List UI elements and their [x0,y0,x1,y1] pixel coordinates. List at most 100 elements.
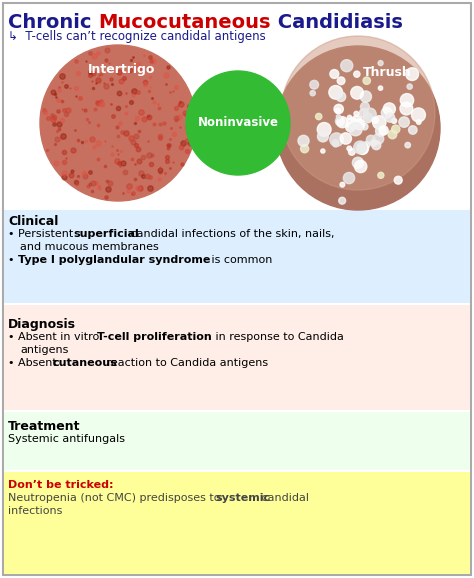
Circle shape [310,91,315,96]
Circle shape [354,119,365,130]
Circle shape [375,126,386,136]
Circle shape [360,102,369,111]
Circle shape [363,142,370,149]
Circle shape [343,172,355,184]
Circle shape [411,108,426,122]
Circle shape [394,176,402,184]
Circle shape [346,123,355,132]
Circle shape [347,146,352,151]
FancyBboxPatch shape [4,210,470,303]
Text: Type I polyglandular syndrome: Type I polyglandular syndrome [18,255,210,265]
Circle shape [378,86,383,90]
Circle shape [340,182,345,187]
FancyBboxPatch shape [4,305,470,410]
Text: Intertrigo: Intertrigo [88,63,155,76]
Circle shape [354,112,359,116]
Circle shape [347,115,352,120]
Text: •: • [8,255,18,265]
Circle shape [364,108,376,121]
Circle shape [409,126,417,134]
Text: ↳  T-cells can’t recognize candidal antigens: ↳ T-cells can’t recognize candidal antig… [8,30,266,43]
Circle shape [337,114,340,119]
Text: Systemic antifungals: Systemic antifungals [8,434,125,444]
Circle shape [337,77,345,84]
Circle shape [354,141,366,154]
Circle shape [349,123,362,136]
Text: Candidiasis: Candidiasis [271,13,402,32]
Circle shape [417,120,421,124]
Circle shape [372,117,378,123]
Circle shape [354,71,360,77]
Circle shape [401,94,414,107]
Circle shape [361,123,368,130]
Text: candidal infections of the skin, nails,: candidal infections of the skin, nails, [127,229,335,239]
Circle shape [355,160,367,173]
Circle shape [383,113,388,117]
Text: Chronic: Chronic [8,13,98,32]
Circle shape [372,140,381,150]
Text: infections: infections [8,506,63,516]
FancyBboxPatch shape [3,3,471,575]
Circle shape [378,172,384,179]
Circle shape [336,117,344,126]
Text: Noninvasive: Noninvasive [198,117,279,129]
Circle shape [330,133,343,146]
Circle shape [363,113,373,123]
Text: in response to Candida: in response to Candida [212,332,344,342]
Circle shape [351,116,362,127]
Circle shape [318,131,328,142]
Text: systemic: systemic [215,493,270,503]
Circle shape [406,68,419,80]
Circle shape [330,69,339,79]
Circle shape [370,140,376,146]
Text: candidal: candidal [258,493,309,503]
Circle shape [348,149,355,155]
Circle shape [276,46,440,210]
Text: T-cell proliferation: T-cell proliferation [97,332,212,342]
Circle shape [337,117,348,128]
Circle shape [378,61,383,66]
Circle shape [40,45,196,201]
Circle shape [339,197,346,204]
Circle shape [356,142,368,154]
Circle shape [388,130,397,139]
Circle shape [340,133,352,144]
Text: Don’t be tricked:: Don’t be tricked: [8,480,113,490]
Text: • Absent: • Absent [8,358,60,368]
Text: Diagnosis: Diagnosis [8,318,76,331]
Circle shape [334,104,343,114]
Text: cutaneous: cutaneous [53,358,118,368]
Circle shape [359,109,368,118]
Text: antigens: antigens [20,345,68,355]
Circle shape [383,103,395,115]
Circle shape [379,126,388,135]
Circle shape [352,157,364,168]
Circle shape [333,141,338,147]
Circle shape [281,36,435,190]
Text: is common: is common [208,255,273,265]
Circle shape [317,123,331,136]
Circle shape [357,144,368,154]
Text: superficial: superficial [73,229,139,239]
Circle shape [381,108,392,118]
Circle shape [346,118,358,129]
Circle shape [329,86,343,99]
FancyBboxPatch shape [4,472,470,574]
Circle shape [366,135,375,144]
Circle shape [341,60,353,72]
Circle shape [373,116,386,129]
Circle shape [298,135,309,146]
Circle shape [316,113,322,120]
Circle shape [400,102,413,115]
Circle shape [332,139,338,146]
Text: Treatment: Treatment [8,420,81,433]
Text: Thrush: Thrush [363,66,412,79]
Circle shape [385,113,395,122]
Circle shape [336,108,340,113]
Circle shape [392,125,400,134]
Circle shape [360,91,372,102]
Circle shape [310,80,319,89]
Text: reaction to Candida antigens: reaction to Candida antigens [103,358,268,368]
Text: • Absent in vitro: • Absent in vitro [8,332,103,342]
Text: Clinical: Clinical [8,215,58,228]
